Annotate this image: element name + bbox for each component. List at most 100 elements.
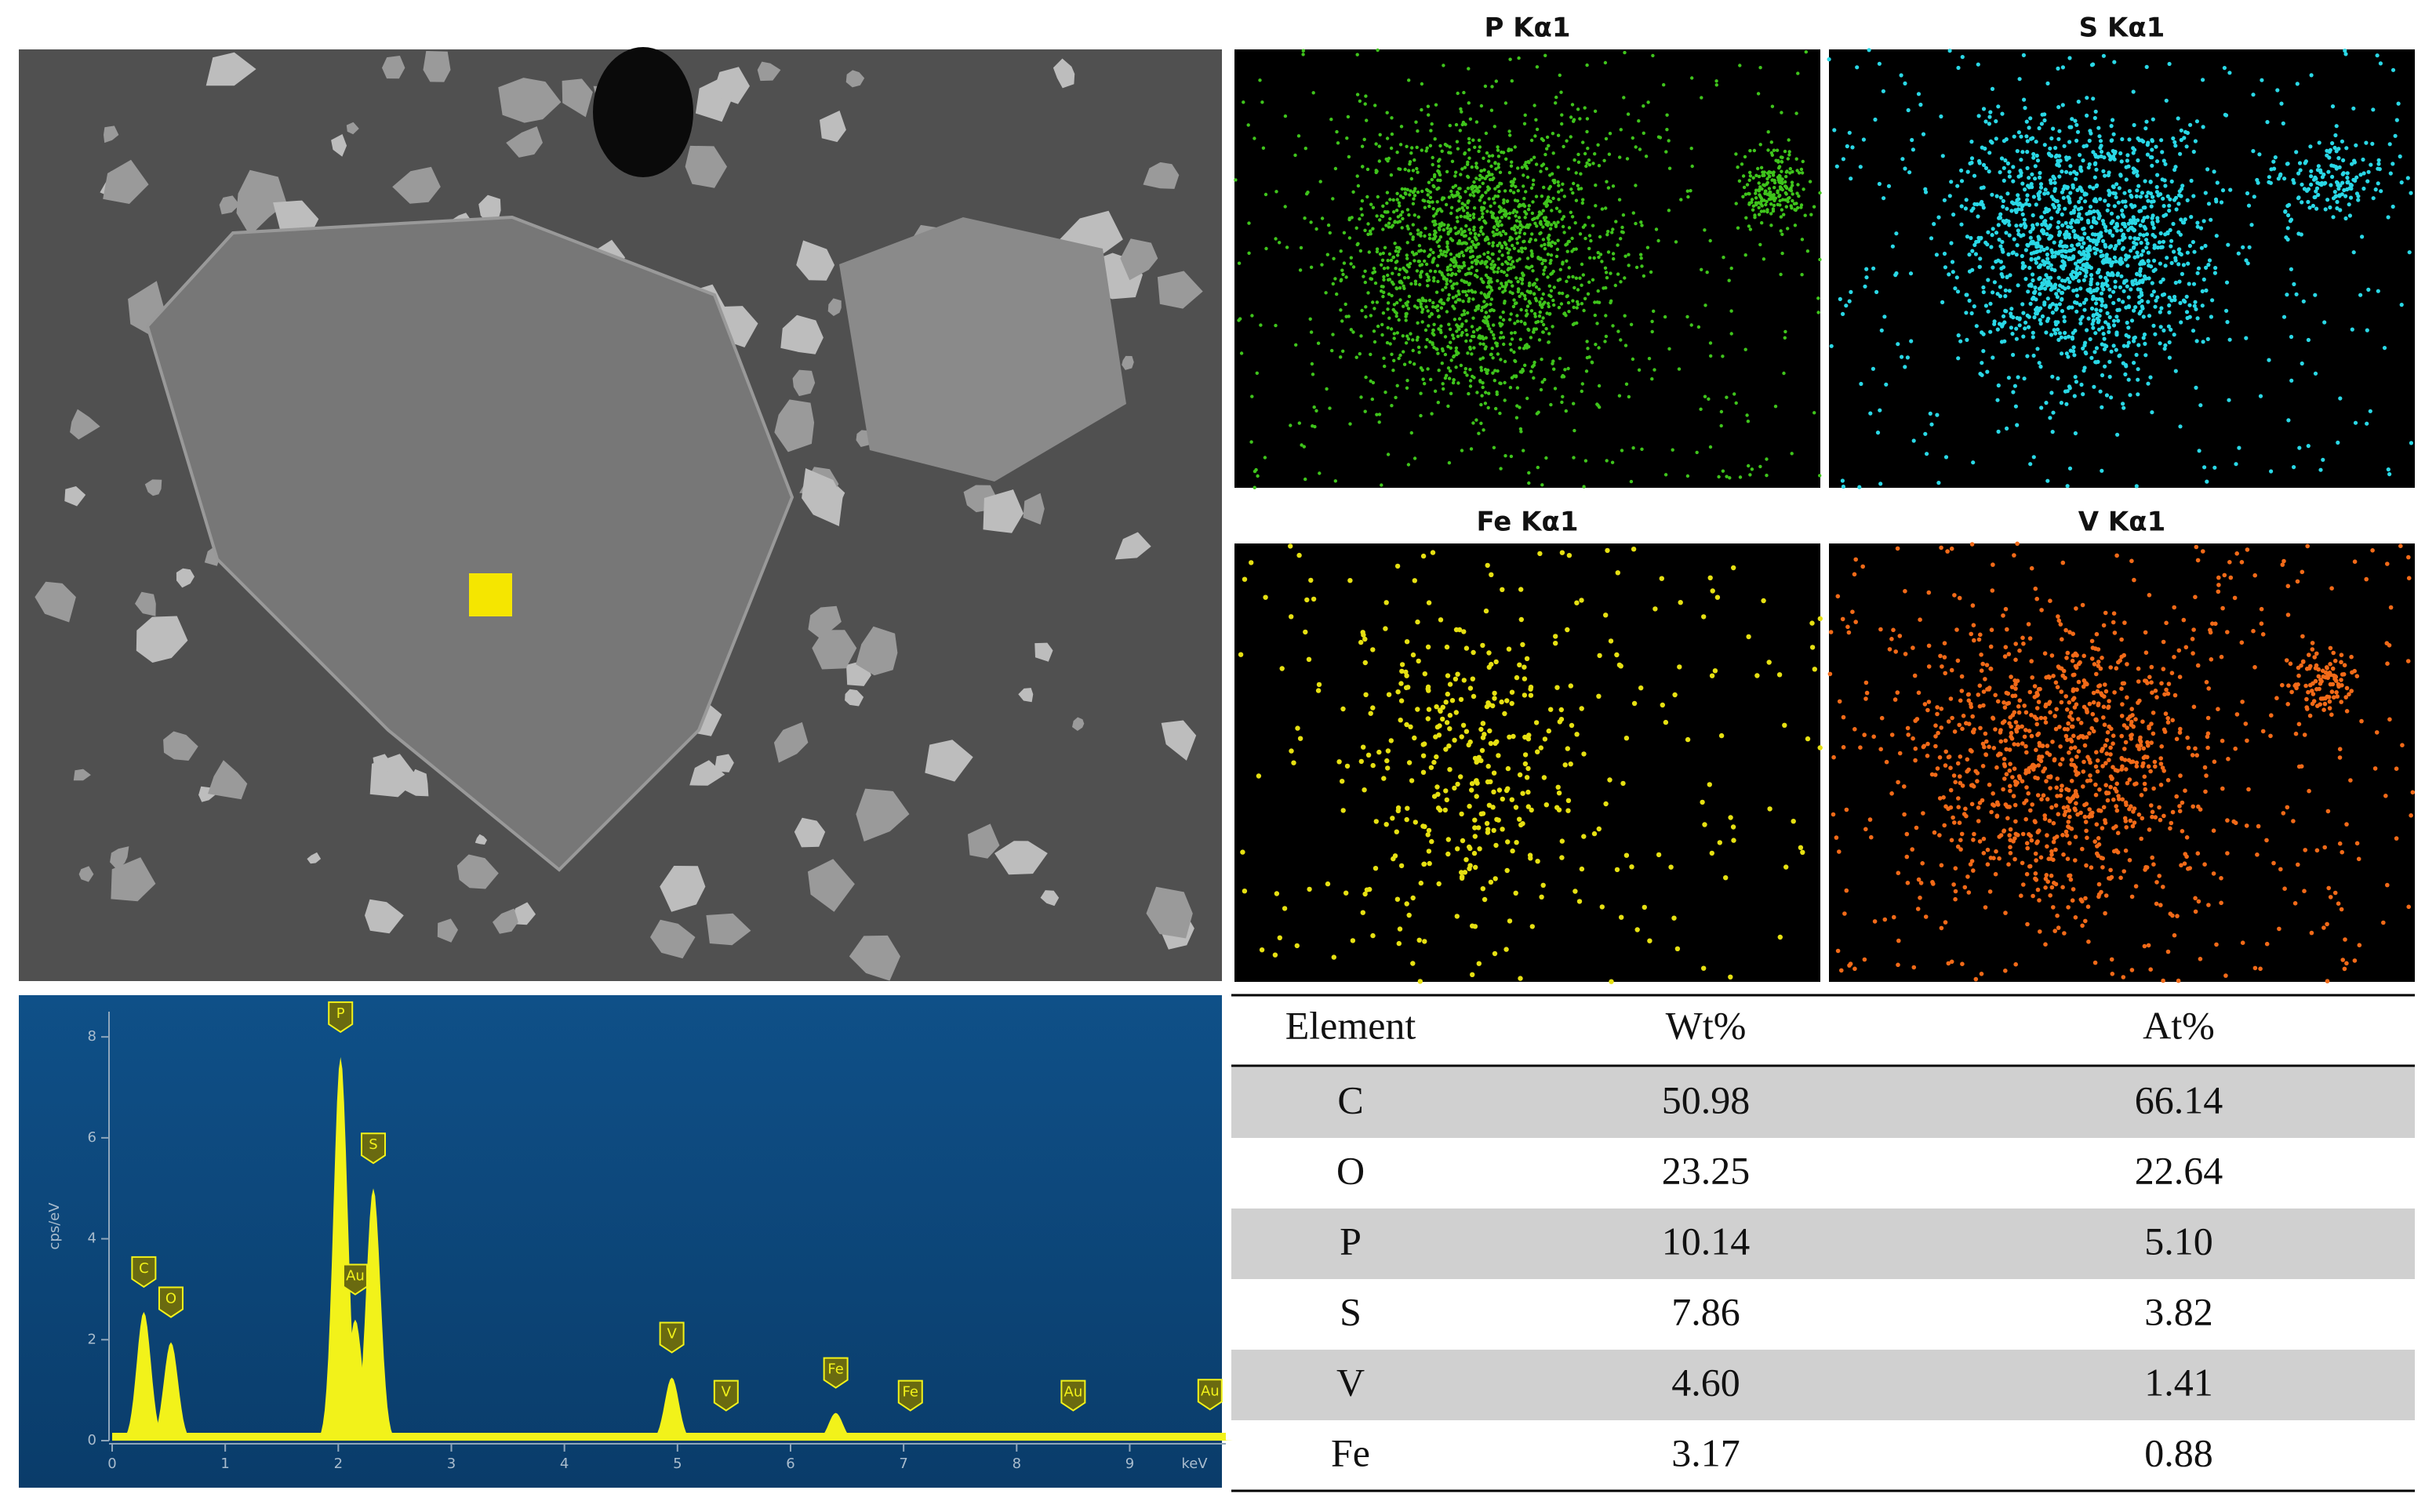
map-dot	[1444, 644, 1450, 650]
map-dot	[2144, 194, 2149, 198]
map-dot	[1576, 302, 1580, 307]
map-dot	[1472, 817, 1478, 823]
map-dot	[1439, 324, 1443, 328]
map-dot	[2092, 216, 2096, 220]
map-dot	[1385, 765, 1391, 771]
map-dot	[1525, 175, 1530, 180]
map-dot	[2073, 205, 2078, 209]
map-dot	[2184, 854, 2189, 860]
map-dot	[1758, 242, 1762, 247]
map-dot	[1758, 185, 1762, 189]
map-background	[1829, 543, 2415, 982]
map-dot	[2067, 700, 2072, 705]
map-dot	[1444, 202, 1449, 207]
map-dot	[2042, 278, 2047, 282]
map-dot	[1363, 409, 1367, 413]
map-dot	[1928, 411, 1932, 416]
map-dot	[1490, 805, 1496, 810]
map-dot	[1585, 129, 1589, 134]
map-dot	[1485, 370, 1489, 375]
map-dot	[2158, 783, 2164, 787]
map-dot	[2205, 167, 2210, 172]
map-dot	[1415, 166, 1419, 171]
map-dot	[2100, 303, 2104, 307]
map-dot	[1376, 48, 1380, 53]
map-dot	[1721, 469, 1725, 473]
map-dot	[1478, 145, 1482, 149]
map-dot	[1380, 258, 1385, 262]
map-dot	[2161, 239, 2166, 244]
map-dot	[1434, 212, 1438, 216]
map-dot	[2107, 329, 2111, 334]
map-dot	[2056, 105, 2061, 110]
map-dot	[1493, 659, 1499, 665]
map-dot	[2177, 730, 2183, 735]
map-dot	[2325, 979, 2330, 983]
map-dot	[1513, 331, 1517, 335]
map-dot	[1847, 130, 1852, 135]
map-dot	[1489, 330, 1493, 334]
map-dot	[1689, 147, 1693, 151]
map-dot	[1457, 207, 1461, 211]
map-dot	[2078, 185, 2082, 190]
map-dot	[2144, 119, 2149, 124]
map-dot	[2037, 125, 2042, 131]
map-dot	[1434, 784, 1440, 790]
map-dot	[2245, 261, 2250, 266]
map-dot	[1770, 153, 1774, 157]
map-dot	[1766, 148, 1770, 152]
map-dot	[2339, 652, 2344, 657]
map-dot	[1390, 293, 1394, 298]
map-dot	[2189, 215, 2194, 220]
map-dot	[1390, 132, 1394, 136]
map-dot	[2204, 680, 2209, 685]
map-dot	[2026, 791, 2031, 796]
map-dot	[1258, 78, 1262, 82]
map-dot	[1947, 272, 1951, 277]
map-dot	[1367, 250, 1372, 254]
map-dot	[1896, 342, 1900, 347]
map-dot	[2036, 763, 2042, 768]
map-dot	[2025, 150, 2030, 154]
map-dot	[2191, 149, 2196, 154]
map-dot	[1526, 207, 1531, 212]
map-dot	[1377, 159, 1382, 163]
map-dot	[2171, 136, 2176, 141]
map-dot	[1542, 185, 1546, 190]
map-dot	[1951, 213, 1956, 217]
map-dot	[2060, 103, 2065, 107]
map-dot	[1484, 391, 1488, 394]
map-dot	[1508, 386, 1513, 390]
map-dot	[1672, 692, 1678, 698]
map-dot	[2146, 191, 2151, 195]
map-dot	[1645, 245, 1650, 249]
map-dot	[1762, 173, 1766, 177]
map-dot	[1537, 314, 1542, 318]
map-dot	[1404, 673, 1409, 678]
map-dot	[2167, 61, 2172, 67]
map-dot	[1445, 250, 1449, 254]
map-dot	[2073, 431, 2078, 436]
map-dot	[1446, 232, 1450, 236]
map-dot	[1481, 232, 1485, 236]
map-dot	[1572, 456, 1576, 460]
map-dot	[2031, 151, 2036, 157]
map-dot	[1585, 63, 1589, 67]
map-dot	[2146, 259, 2151, 264]
map-dot	[2300, 182, 2304, 187]
map-dot	[2020, 266, 2025, 271]
map-dot	[1484, 345, 1488, 349]
map-dot	[2042, 210, 2047, 215]
map-dot	[1624, 382, 1629, 386]
map-dot	[2286, 213, 2291, 218]
map-dot	[1491, 356, 1495, 360]
map-dot	[1760, 204, 1764, 208]
map-dot	[1358, 217, 1362, 221]
map-dot	[1565, 746, 1571, 751]
map-dot	[1456, 627, 1463, 633]
map-dot	[1453, 307, 1456, 311]
map-dot	[2043, 286, 2048, 291]
map-dot	[1741, 174, 1746, 178]
map-dot	[1487, 187, 1492, 191]
map-dot	[1460, 324, 1463, 329]
